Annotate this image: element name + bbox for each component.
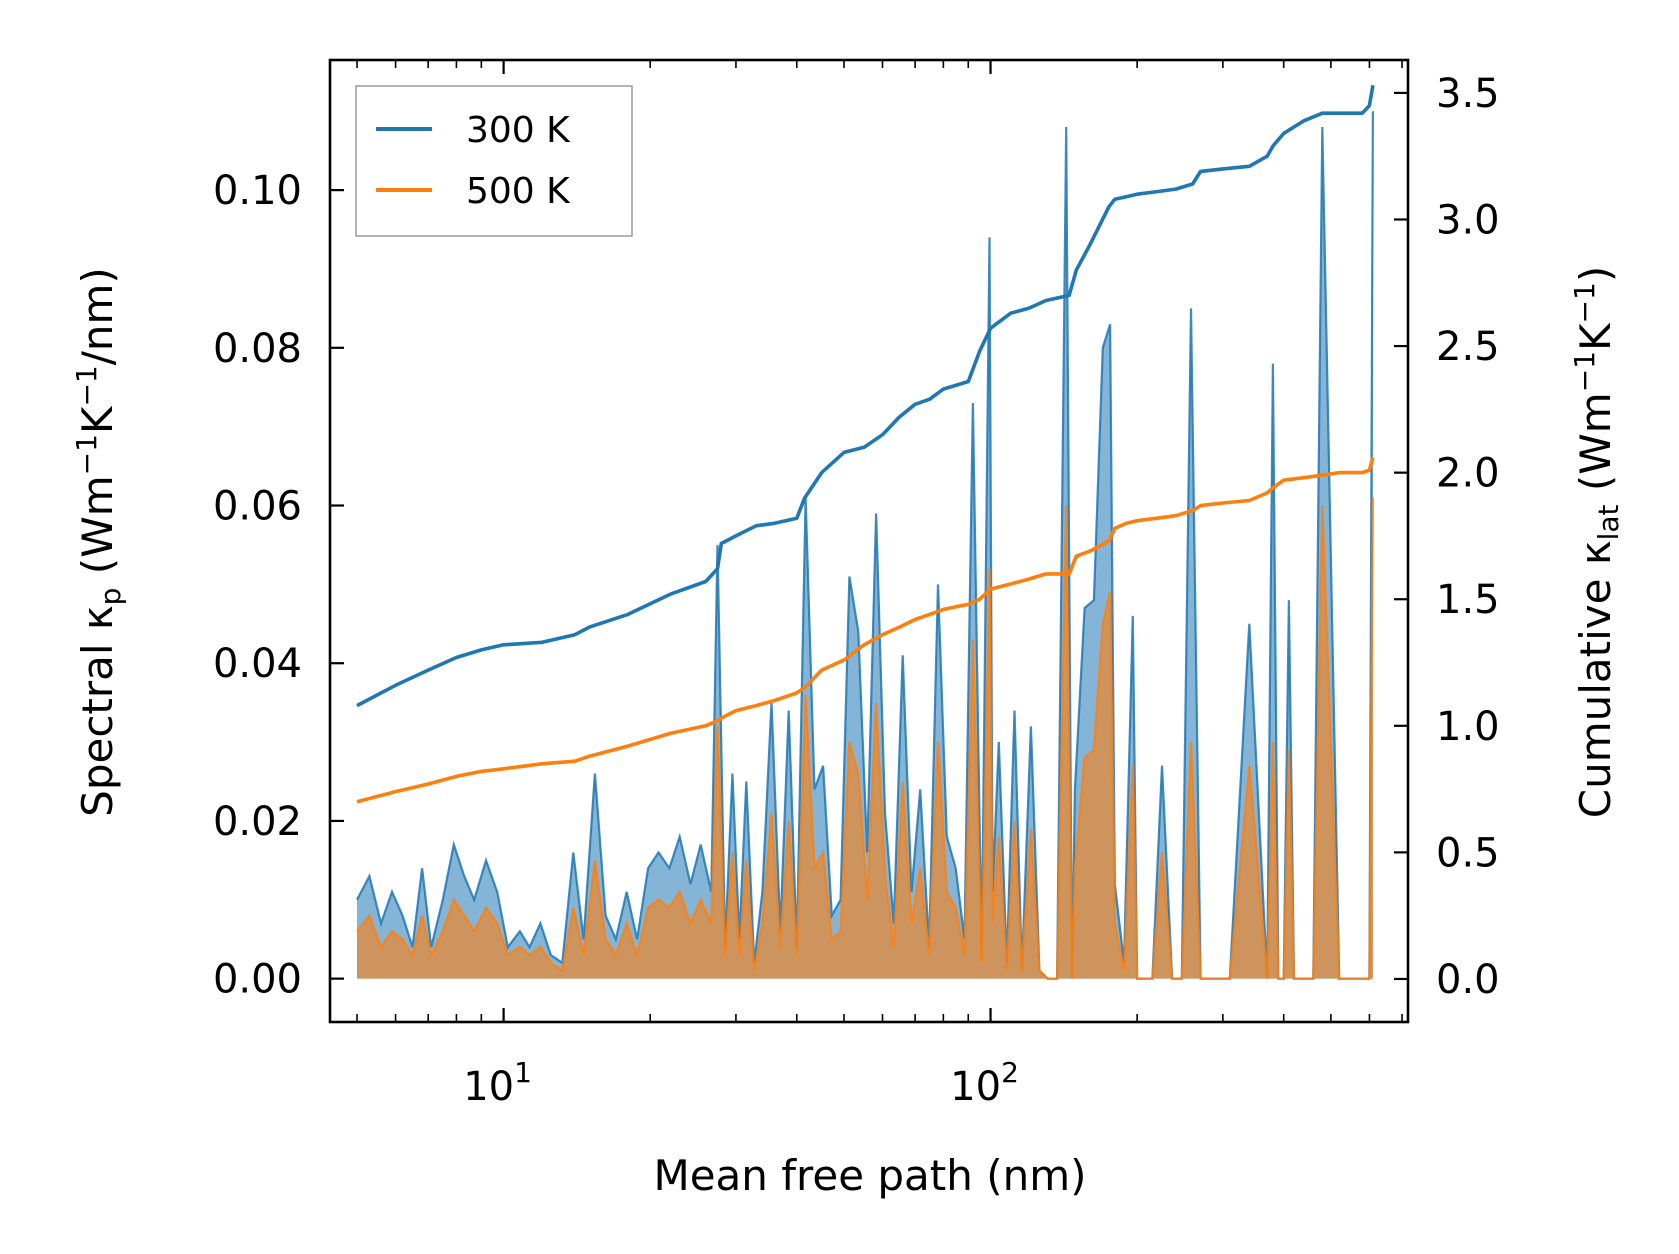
x-axis-label: Mean free path (nm) (653, 1151, 1086, 1200)
spectral-line-300k (356, 111, 1374, 980)
y-right-exp1: −1 (1568, 351, 1601, 392)
y-left-exp2: −1 (70, 365, 103, 406)
y-axis-label-right: Cumulative κlat (Wm−1K−1) (1568, 266, 1625, 818)
y-right-units-prefix: (Wm (1571, 392, 1620, 504)
legend: 300 K 500 K (355, 85, 633, 237)
x-tick-label: 102 (950, 1056, 1019, 1110)
y-left-mid: K (73, 405, 122, 434)
y-left-tick-label: 0.06 (213, 484, 302, 530)
y-axis-label-left: Spectral κp (Wm−1K−1/nm) (70, 267, 127, 817)
y-left-tick-label: 0.10 (213, 168, 302, 214)
y-left-tick-label: 0.04 (213, 641, 302, 687)
plot-frame (328, 58, 1410, 1024)
legend-box (355, 85, 633, 237)
y-left-suffix: /nm) (73, 267, 122, 365)
y-right-suffix: ) (1571, 266, 1620, 282)
y-left-exp1: −1 (70, 434, 103, 475)
y-right-tick-label: 0.0 (1436, 957, 1500, 1003)
y-right-main: Cumulative κ (1571, 540, 1620, 818)
legend-label-300k: 300 K (466, 110, 571, 151)
y-right-exp2: −1 (1568, 282, 1601, 323)
y-right-tick-label: 3.0 (1436, 197, 1500, 243)
y-left-tick-label: 0.00 (213, 957, 302, 1003)
y-right-sub: lat (1592, 504, 1625, 540)
spectral-fills (356, 111, 1374, 980)
legend-label-500k: 500 K (466, 171, 571, 212)
y-left-units-prefix: (Wm (73, 475, 122, 587)
cumulative-line-300k (356, 84, 1375, 708)
x-tick-label: 101 (463, 1056, 532, 1110)
y-left-tick-label: 0.08 (213, 326, 302, 372)
axis-ticks (330, 60, 1408, 1022)
y-left-sub: p (94, 588, 127, 606)
y-right-tick-label: 2.5 (1436, 324, 1500, 370)
axis-tick-labels: 0.00 0.02 0.04 0.06 0.08 0.10 0.0 0.5 1.0 1.5 2.0 2… (213, 71, 1500, 1110)
series-lines (356, 84, 1375, 804)
y-left-tick-label: 0.02 (213, 799, 302, 845)
y-left-main: Spectral κ (73, 605, 122, 817)
cumulative-line-500k (356, 457, 1375, 804)
spectral-line-500k (356, 497, 1374, 980)
y-right-tick-label: 2.0 (1436, 451, 1500, 497)
y-right-mid: K (1571, 322, 1620, 351)
y-right-tick-label: 3.5 (1436, 71, 1500, 117)
y-right-tick-label: 0.5 (1436, 830, 1500, 876)
y-right-tick-label: 1.0 (1436, 704, 1500, 750)
y-right-tick-label: 1.5 (1436, 577, 1500, 623)
